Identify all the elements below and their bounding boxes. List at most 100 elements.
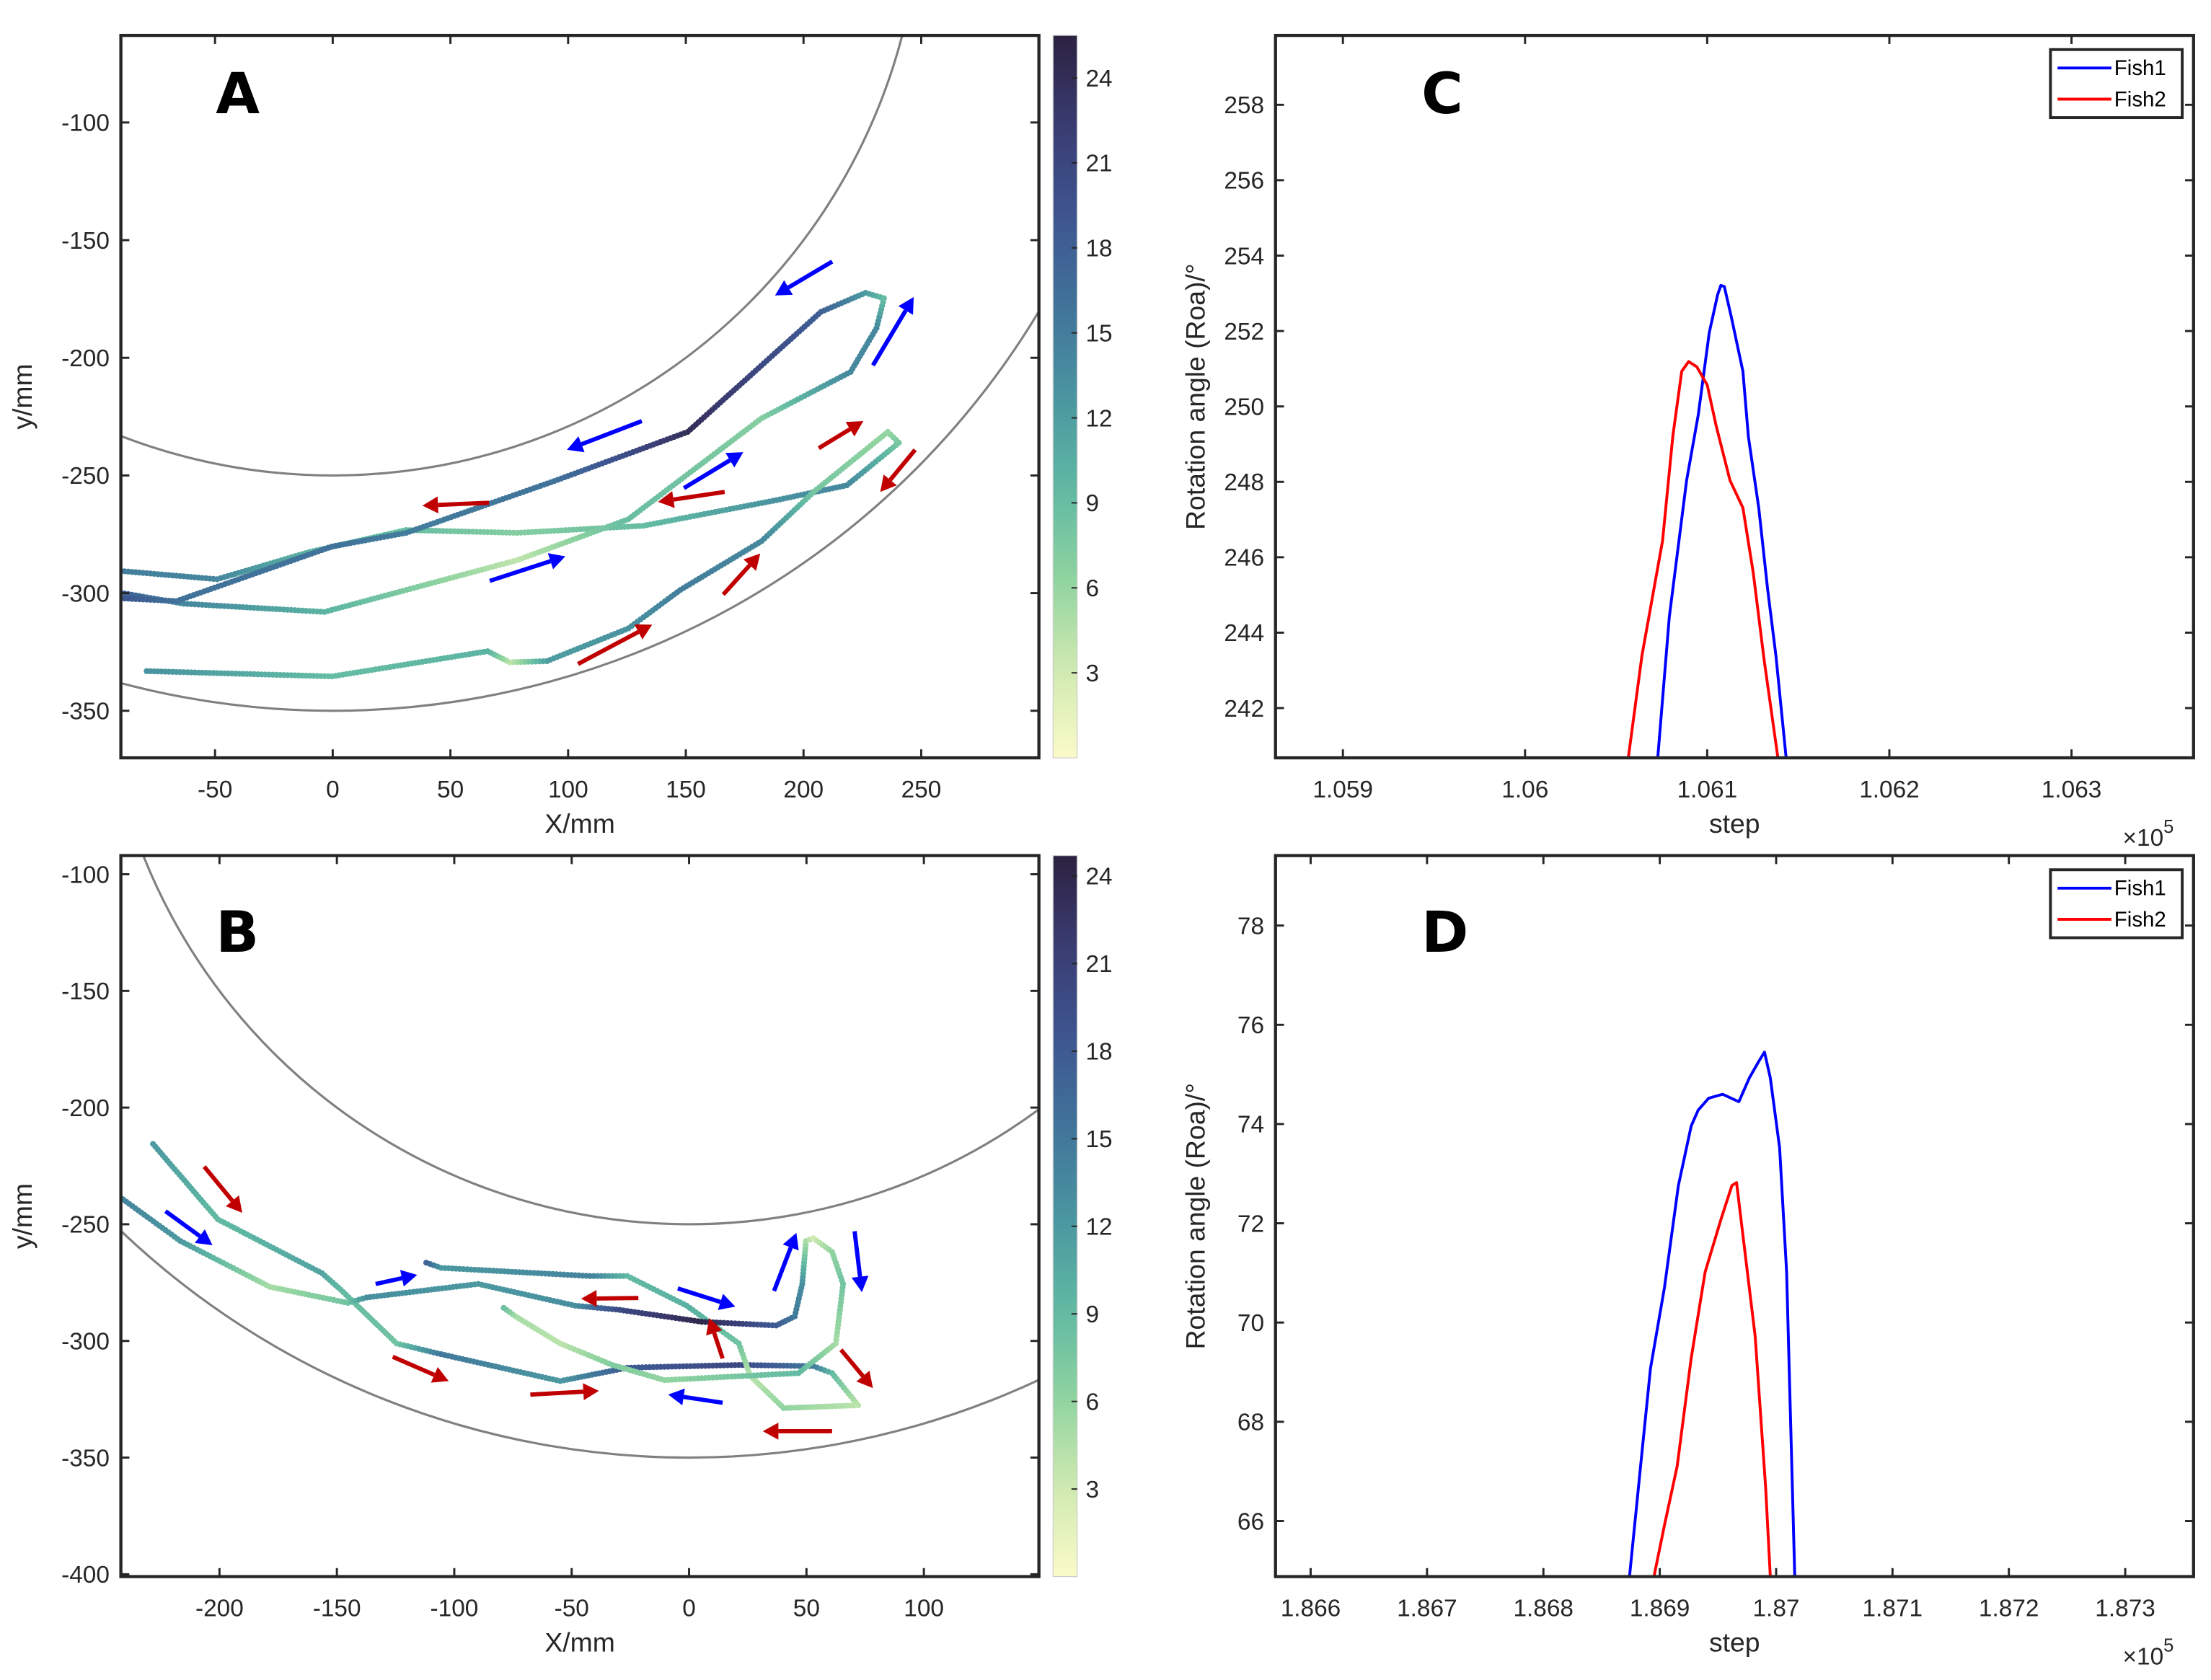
y-tick-label: -150 bbox=[61, 978, 110, 1005]
y-tick-label: -350 bbox=[61, 699, 110, 725]
y-tick-label: 66 bbox=[1237, 1508, 1264, 1535]
y-tick-label: 258 bbox=[1224, 92, 1264, 119]
arrow-head bbox=[195, 1229, 213, 1246]
arrow-head bbox=[743, 553, 761, 571]
colorbar-tick-label: 15 bbox=[1085, 320, 1112, 347]
x-tick-label: 1.873 bbox=[2095, 1596, 2155, 1622]
colorbar-gradient bbox=[1052, 855, 1078, 1578]
arrow-head bbox=[583, 1383, 599, 1400]
y-tick-label: 242 bbox=[1224, 696, 1264, 722]
plot-area bbox=[120, 855, 1039, 1459]
x-axis-label: X/mm bbox=[544, 1627, 614, 1658]
x-tick-label: 100 bbox=[904, 1596, 944, 1622]
arrow-shaft bbox=[852, 1231, 862, 1277]
arrow-head bbox=[668, 1388, 685, 1406]
panel-label: C bbox=[1421, 61, 1463, 127]
tank-boundary-arc bbox=[120, 35, 904, 477]
colorbar-tick-label: 21 bbox=[1085, 951, 1112, 978]
series-line-fish2 bbox=[1652, 1181, 1772, 1577]
series-line-fish1 bbox=[1656, 283, 1788, 759]
legend-box bbox=[2049, 48, 2184, 120]
colorbar-tick-label: 18 bbox=[1085, 1039, 1112, 1066]
arrow-shaft bbox=[871, 309, 908, 367]
y-tick-label: 252 bbox=[1224, 319, 1264, 345]
colorbar-tick-label: 18 bbox=[1085, 236, 1112, 262]
arrow-shaft bbox=[438, 500, 490, 508]
direction-arrow bbox=[489, 553, 565, 583]
series-line-fish1 bbox=[1628, 1051, 1796, 1577]
panel-label: D bbox=[1421, 899, 1468, 965]
direction-arrow bbox=[851, 1231, 869, 1293]
legend-label: Fish1 bbox=[2114, 56, 2166, 80]
colorbar-tick-label: 3 bbox=[1085, 660, 1099, 687]
arrow-shaft bbox=[683, 1394, 723, 1405]
arrow-shaft bbox=[392, 1355, 436, 1377]
arrow-head bbox=[880, 474, 897, 492]
arrow-head bbox=[658, 491, 675, 508]
arrow-shaft bbox=[721, 563, 751, 596]
legend-label: Fish2 bbox=[2114, 87, 2166, 111]
arrow-head bbox=[898, 297, 914, 315]
x-tick-label: 1.869 bbox=[1630, 1596, 1690, 1622]
arrow-shaft bbox=[682, 458, 731, 490]
y-tick-label: 70 bbox=[1237, 1310, 1264, 1337]
arrow-head bbox=[400, 1270, 418, 1287]
x-multiplier-exponent: 5 bbox=[2163, 817, 2174, 837]
colorbar-tick-label: 3 bbox=[1085, 1477, 1099, 1503]
colorbar-tick-label: 6 bbox=[1085, 575, 1099, 602]
y-tick-label: -250 bbox=[61, 1212, 110, 1239]
x-tick-label: -100 bbox=[431, 1596, 479, 1622]
x-tick-label: -50 bbox=[555, 1596, 589, 1622]
y-tick-label: -300 bbox=[61, 580, 110, 607]
x-tick-label: 1.866 bbox=[1281, 1596, 1341, 1622]
arrow-head bbox=[725, 452, 743, 468]
x-tick-label: 1.87 bbox=[1752, 1596, 1799, 1622]
x-tick-label: -50 bbox=[198, 777, 232, 803]
legend[interactable]: Fish1 Fish2 bbox=[2049, 868, 2184, 940]
arrow-shaft bbox=[596, 1296, 639, 1301]
arrow-head bbox=[422, 496, 438, 514]
x-tick-label: 0 bbox=[326, 777, 340, 803]
direction-arrow bbox=[871, 297, 914, 367]
x-tick-label: -200 bbox=[195, 1596, 244, 1622]
direction-arrow bbox=[530, 1383, 599, 1400]
y-tick-label: -200 bbox=[61, 1095, 110, 1122]
arrow-head bbox=[706, 1318, 723, 1336]
panel-A: 3 6 9 12 15 18 21 24 -50 0 50 100 150 200 250 -100 -150 -… bbox=[7, 33, 1113, 839]
arrow-head bbox=[762, 1423, 779, 1440]
y-tick-label: 246 bbox=[1224, 545, 1264, 572]
colorbar-tick-label: 15 bbox=[1085, 1126, 1112, 1153]
x-tick-label: 1.062 bbox=[1859, 777, 1920, 803]
arrow-head bbox=[547, 553, 565, 570]
trajectory-point bbox=[500, 1304, 507, 1311]
x-multiplier-base: ×10 bbox=[2123, 1643, 2164, 1670]
y-tick-label: 248 bbox=[1224, 469, 1264, 496]
colorbar: 3 6 9 12 15 18 21 24 bbox=[1052, 855, 1113, 1578]
axes-box bbox=[1274, 854, 2195, 1578]
arrow-head bbox=[634, 624, 653, 640]
x-multiplier-exponent: 5 bbox=[2163, 1636, 2174, 1656]
arrow-shaft bbox=[489, 559, 552, 583]
arrow-shaft bbox=[164, 1209, 201, 1238]
direction-arrow bbox=[721, 553, 761, 596]
y-tick-label: 72 bbox=[1237, 1211, 1264, 1237]
plot-area bbox=[120, 35, 1039, 712]
legend-box bbox=[2049, 868, 2184, 940]
x-tick-label: 0 bbox=[682, 1596, 696, 1622]
y-axis-label: y/mm bbox=[7, 363, 37, 429]
colorbar-tick-label: 9 bbox=[1085, 1301, 1099, 1328]
arrow-shaft bbox=[888, 448, 917, 482]
arrow-shaft bbox=[817, 427, 852, 451]
direction-arrow bbox=[668, 1388, 723, 1406]
arrow-head bbox=[851, 1276, 869, 1293]
x-tick-label: 1.871 bbox=[1863, 1596, 1923, 1622]
arrow-head bbox=[845, 421, 864, 437]
x-tick-label: 1.867 bbox=[1397, 1596, 1457, 1622]
y-tick-label: -200 bbox=[61, 345, 110, 372]
legend-label: Fish2 bbox=[2114, 908, 2166, 932]
arrow-shaft bbox=[677, 1286, 721, 1304]
trajectory-point bbox=[423, 1260, 430, 1266]
x-tick-label: 200 bbox=[783, 777, 824, 803]
legend[interactable]: Fish1 Fish2 bbox=[2049, 48, 2184, 120]
